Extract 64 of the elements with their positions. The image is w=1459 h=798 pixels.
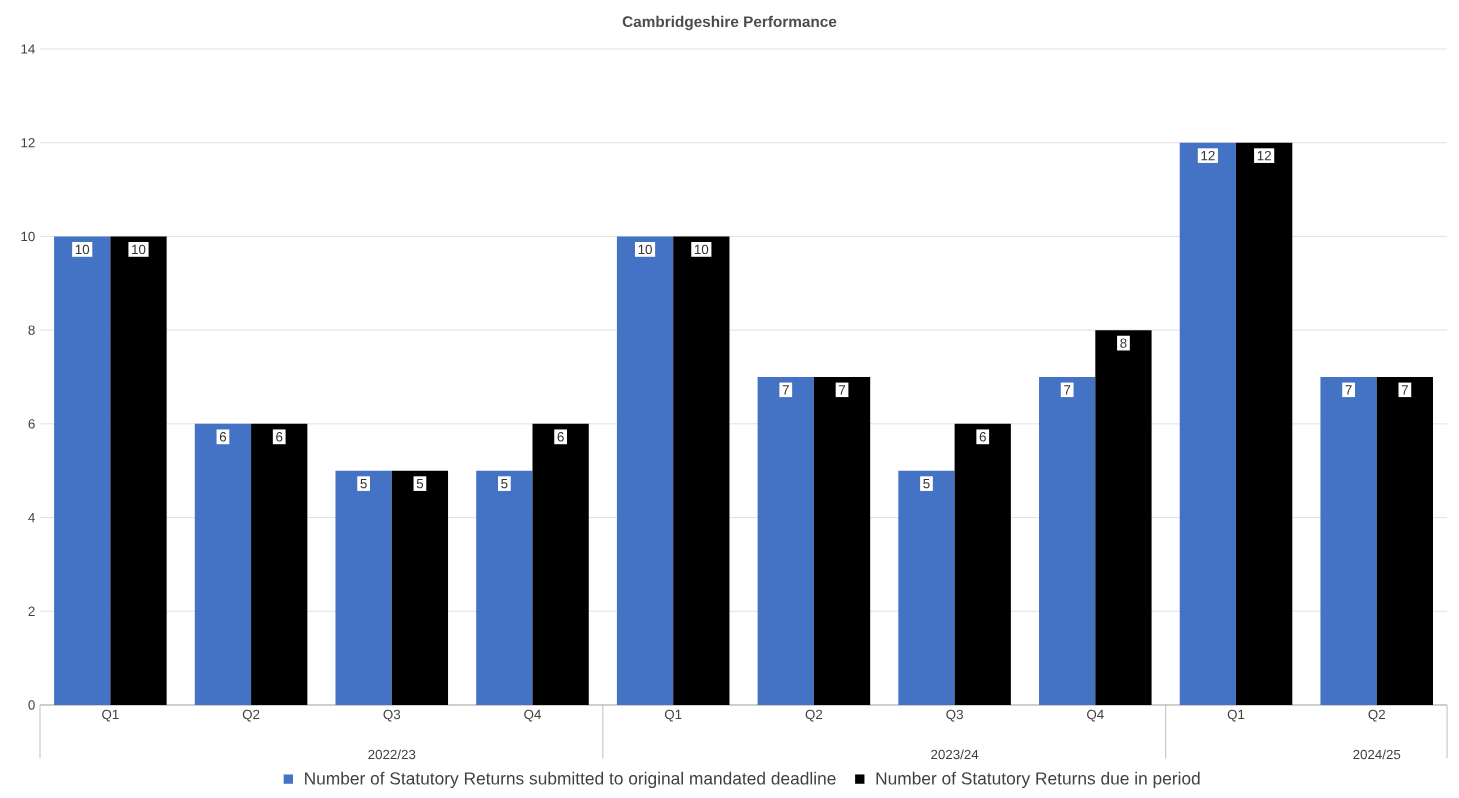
bar	[1236, 142, 1293, 705]
x-tick-label: Q2	[1368, 709, 1385, 722]
data-label: 12	[1257, 150, 1271, 161]
bar	[673, 236, 730, 705]
y-tick-label: 8	[28, 325, 35, 335]
text: 2024/25	[1353, 749, 1401, 760]
bar	[954, 423, 1011, 705]
bar	[251, 423, 308, 705]
bar	[194, 423, 252, 705]
data-label: 10	[694, 244, 709, 255]
y-tick-label: 10	[21, 231, 35, 242]
x-tick-label: Q1	[664, 709, 682, 722]
data-label: 6	[557, 432, 564, 442]
data-label: 5	[360, 478, 367, 489]
bar	[54, 236, 111, 705]
x-tick-label: Q4	[1087, 709, 1104, 722]
bar	[1095, 330, 1152, 705]
bar	[757, 376, 814, 705]
data-label: 5	[923, 478, 930, 489]
legend-label: Number of Statutory Returns submitted to original mandated deadline	[305, 771, 836, 788]
data-label: 8	[1120, 338, 1127, 348]
bar	[110, 236, 167, 705]
bar	[1039, 376, 1096, 705]
data-label: 10	[132, 244, 146, 255]
data-label: 6	[219, 432, 227, 442]
bar	[898, 470, 955, 705]
data-label: 7	[1401, 385, 1408, 395]
text: 2023/24	[931, 749, 979, 760]
data-label: 7	[1064, 385, 1071, 395]
text: 2022/23	[368, 749, 416, 760]
chart-title: Cambridgeshire Performance	[622, 15, 837, 31]
data-label: 6	[276, 432, 283, 442]
x-tick-label: Q4	[524, 709, 541, 722]
bar	[616, 236, 674, 705]
legend-label: Number of Statutory Returns due in period	[876, 771, 1200, 788]
y-tick-label: 4	[28, 512, 35, 523]
bar	[813, 376, 871, 705]
data-label: 7	[1345, 385, 1352, 395]
y-tick-label: 6	[28, 419, 35, 429]
bar	[1320, 376, 1377, 705]
data-label: 5	[416, 478, 424, 489]
x-tick-label: Q2	[242, 709, 260, 722]
data-label: 7	[839, 385, 846, 395]
y-tick-label: 0	[28, 700, 35, 710]
x-tick-label: Q2	[805, 709, 823, 722]
y-tick-label: 14	[21, 44, 35, 54]
data-label: 10	[638, 244, 652, 255]
data-label: 7	[782, 385, 789, 395]
y-tick-label: 2	[28, 606, 35, 616]
y-tick-label: 12	[21, 138, 35, 148]
bar	[335, 470, 392, 705]
x-tick-label: Q1	[102, 709, 119, 722]
data-label: 10	[75, 244, 90, 255]
x-tick-label: Q3	[383, 709, 401, 722]
x-tick-label: Q1	[1227, 709, 1245, 722]
bar	[476, 470, 533, 705]
bar	[532, 423, 589, 705]
data-label: 5	[501, 478, 508, 489]
bar	[1179, 142, 1237, 705]
x-tick-label: Q3	[946, 709, 963, 722]
bar	[1376, 376, 1433, 705]
bar	[391, 470, 449, 705]
data-label: 6	[979, 432, 986, 442]
data-label: 12	[1201, 150, 1215, 161]
